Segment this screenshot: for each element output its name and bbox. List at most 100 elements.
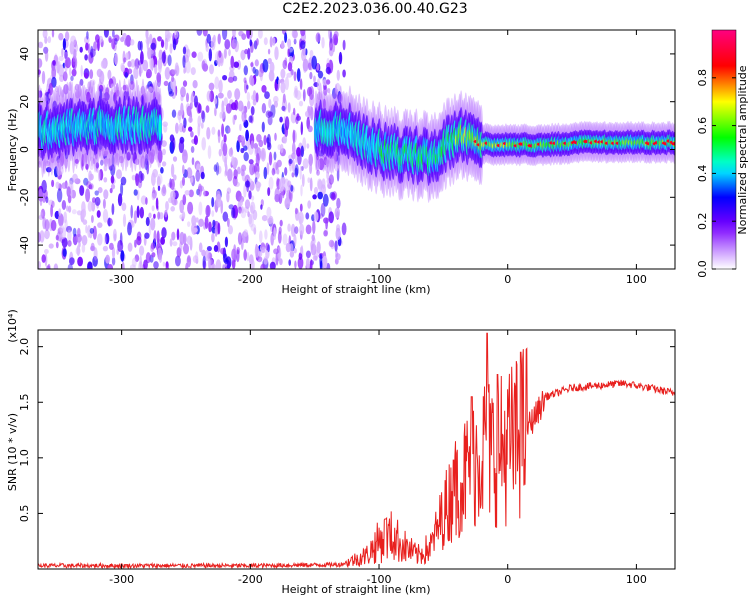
spectrogram-cell	[250, 201, 256, 215]
spectrogram-cell	[105, 254, 110, 264]
spectrogram-cell	[186, 105, 192, 117]
spectrogram-cell	[171, 69, 177, 75]
y-tick-label: 40	[18, 47, 31, 61]
spectrogram-cell	[38, 160, 41, 168]
spectrogram-cell	[282, 135, 288, 144]
spectrogram-cell	[244, 48, 249, 55]
spectrogram-cell	[286, 72, 293, 78]
spectrogram-cell	[183, 117, 187, 129]
spectrogram-cell	[66, 205, 69, 212]
spectrogram-cell	[97, 187, 103, 194]
spectrogram-cell	[302, 158, 309, 169]
spectrogram-cell	[110, 175, 115, 184]
spectrogram-cell	[125, 34, 132, 47]
spectrogram-cell	[172, 38, 177, 51]
spectrogram-cell	[308, 86, 315, 101]
spectrogram-cell	[323, 217, 329, 224]
spectrogram-cell	[171, 231, 176, 241]
spectrogram-cell	[190, 146, 195, 153]
spectrogram-cell	[260, 204, 263, 210]
spectrogram-cell	[186, 255, 192, 268]
spectrogram-cell	[313, 211, 319, 222]
spectrogram-cell	[42, 217, 47, 230]
spectrogram-cell	[198, 242, 203, 253]
spectrogram-y-axis-label: Frequency (Hz)	[6, 109, 19, 192]
spectrogram-cell	[79, 185, 85, 196]
spectrogram-cell	[336, 197, 341, 209]
spectrogram-cell	[68, 81, 72, 92]
spectrogram-cell	[162, 184, 167, 194]
spectrogram-cell	[182, 176, 185, 186]
spectrogram-cell	[120, 250, 125, 262]
spectrogram-cell	[187, 221, 191, 228]
spectrogram-cell	[161, 227, 167, 239]
spectrogram-cell	[177, 109, 182, 117]
spectrogram-cell	[172, 241, 178, 247]
spectrogram-cell	[231, 248, 237, 261]
spectrogram-cell	[218, 50, 222, 58]
spectrogram-cell	[256, 38, 259, 46]
spectrogram-cell	[227, 168, 233, 182]
spectrogram-cell	[182, 149, 188, 164]
spectrogram-cell	[70, 185, 73, 199]
spectrogram-cell	[84, 54, 88, 61]
spectrogram-cell	[238, 195, 245, 203]
spectrogram-cell	[104, 232, 110, 245]
spectrogram-cell	[156, 176, 161, 188]
spectrogram-cell	[312, 220, 316, 235]
spectrogram-cell	[272, 37, 276, 46]
spectrogram-cell	[267, 142, 272, 151]
spectrogram-cell	[307, 106, 313, 116]
spectrogram-cell	[127, 222, 132, 236]
spectrogram-cell	[145, 197, 148, 205]
spectrogram-cell	[254, 244, 260, 258]
spectrogram-cell	[205, 43, 209, 53]
spectrogram-cell	[309, 49, 314, 58]
spectrogram-cell	[155, 197, 159, 210]
spectrogram-cell	[81, 244, 86, 253]
spectrogram-cell	[263, 135, 267, 146]
snr-y-axis-label: SNR (10 * v/v)	[6, 413, 19, 491]
spectrogram-cell	[140, 85, 146, 95]
spectrogram-cell	[326, 171, 329, 180]
spectrogram-cell	[62, 38, 66, 51]
spectrogram-cell	[56, 162, 61, 177]
spectrogram-cell	[100, 60, 107, 69]
spectrogram-cell	[232, 30, 236, 39]
spectrogram-cell	[133, 210, 137, 224]
spectrogram-cell	[159, 212, 164, 220]
spectrogram-cell	[274, 46, 279, 60]
spectrogram-cell	[47, 36, 52, 44]
spectrogram-cell	[55, 85, 59, 93]
spectrogram-cell	[67, 229, 72, 242]
spectrogram-cell	[134, 158, 140, 166]
spectrogram-cell	[52, 60, 56, 66]
spectrogram-cell	[232, 75, 238, 82]
spectrogram-cell	[89, 48, 96, 58]
spectrogram-cell	[94, 190, 99, 196]
spectrogram-cell	[243, 229, 249, 237]
spectrogram-cell	[48, 243, 54, 249]
spectrogram-cell	[108, 165, 113, 171]
spectrogram-cell	[63, 211, 67, 224]
spectrogram-cell	[158, 252, 163, 263]
spectrogram-cell	[186, 167, 193, 179]
spectrogram-cell	[287, 61, 293, 72]
spectrogram-cell	[248, 115, 253, 123]
spectrogram-cell	[127, 60, 132, 68]
y-tick-label: 1.0	[18, 449, 31, 467]
spectrogram-cell	[248, 214, 253, 225]
spectrogram-cell	[216, 165, 222, 175]
spectrogram-cell	[309, 71, 313, 80]
spectrogram-cell	[140, 173, 145, 181]
spectrogram-cell	[317, 191, 324, 200]
spectrogram-cell	[87, 201, 93, 212]
spectrogram-cell	[227, 90, 232, 99]
spectrogram-cell	[222, 30, 228, 40]
spectrogram-cell	[300, 184, 303, 197]
spectrogram-cell	[107, 69, 112, 80]
spectrogram-cell	[239, 123, 242, 132]
spectrogram-cell	[109, 242, 114, 250]
spectrogram-cell	[100, 159, 104, 166]
spectrogram-cell	[221, 106, 226, 120]
